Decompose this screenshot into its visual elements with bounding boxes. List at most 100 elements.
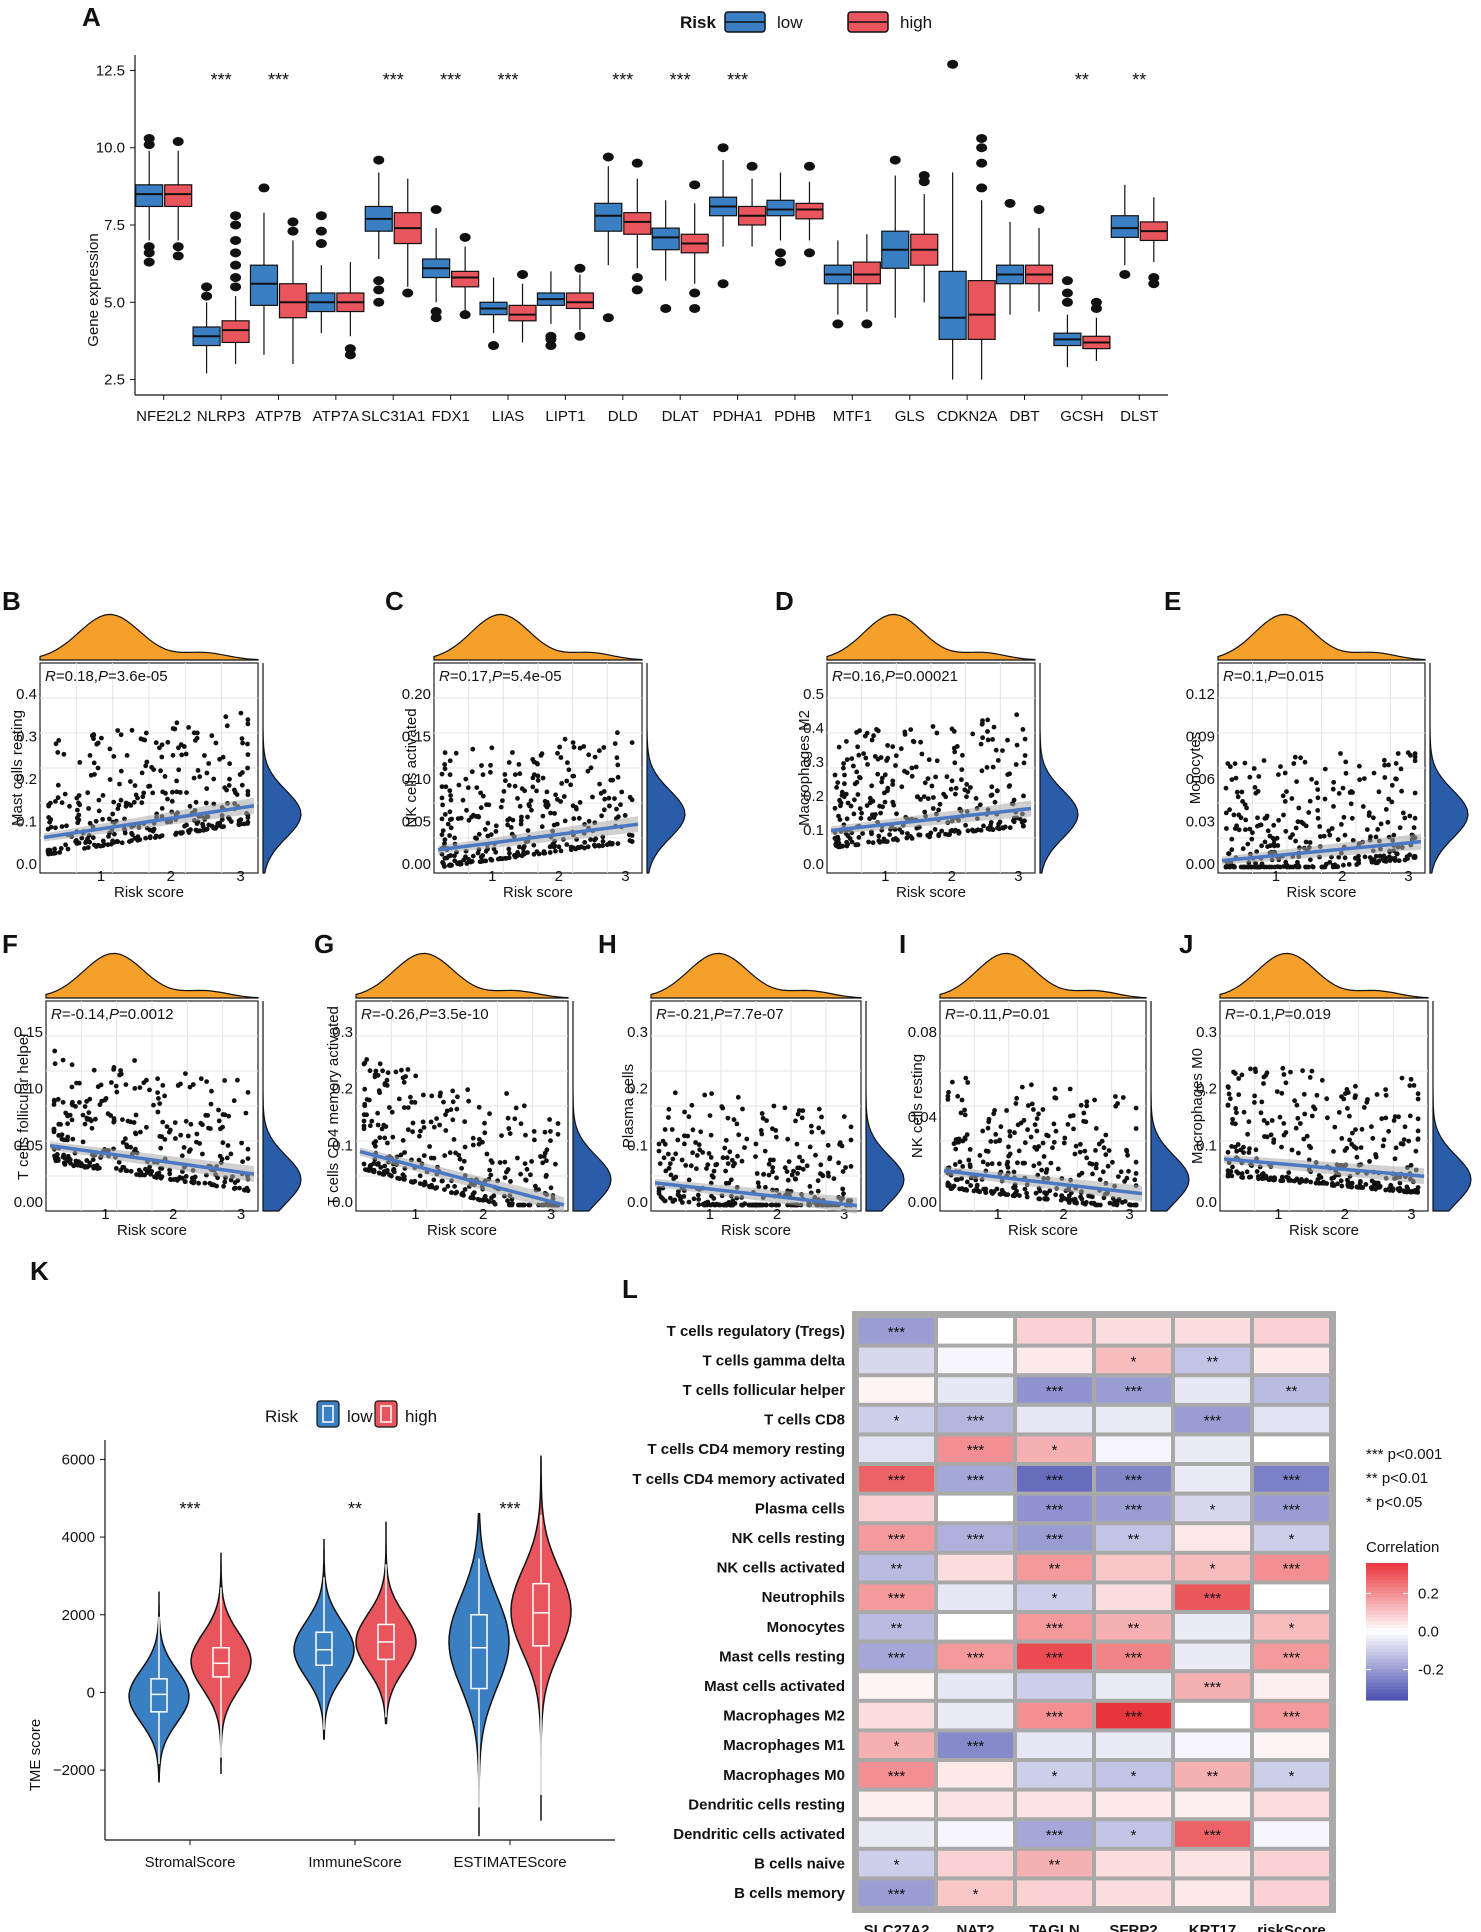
data-point <box>484 1197 489 1203</box>
heatmap-cell-stars: * <box>894 1413 900 1430</box>
data-point <box>925 776 931 781</box>
data-point <box>442 1187 447 1192</box>
r-symbol: R <box>832 668 843 685</box>
marginal-density-y <box>262 1001 302 1212</box>
data-point <box>381 1172 386 1177</box>
data-point <box>364 1057 370 1062</box>
data-point <box>705 1199 711 1205</box>
data-point <box>1079 1196 1085 1202</box>
data-point <box>1037 1188 1043 1194</box>
heatmap-cell <box>1254 1762 1329 1788</box>
outlier-point-high <box>287 217 299 227</box>
data-point <box>967 1162 973 1168</box>
data-point <box>784 1169 790 1174</box>
data-point <box>728 1177 734 1183</box>
data-point <box>771 1103 777 1109</box>
data-point <box>837 1142 842 1147</box>
data-point <box>98 1082 104 1088</box>
y-tick-label-k: 4000 <box>62 1529 95 1546</box>
heatmap-cell-stars: ** <box>891 1620 903 1637</box>
data-point <box>908 727 914 732</box>
data-point <box>1262 1134 1267 1139</box>
data-point <box>59 800 65 806</box>
data-point <box>512 1116 518 1122</box>
y-axis-label: T cells CD4 memory activated <box>325 1006 342 1206</box>
data-point <box>452 853 457 859</box>
data-point <box>61 751 67 757</box>
data-point <box>532 1137 537 1143</box>
data-point <box>400 1138 406 1143</box>
data-point <box>1229 777 1235 782</box>
heatmap-cell <box>1175 1525 1250 1551</box>
data-point <box>1327 832 1333 838</box>
data-point <box>953 785 959 791</box>
data-point <box>76 793 82 798</box>
data-point <box>123 803 129 809</box>
data-point <box>128 1168 134 1174</box>
data-point <box>219 1156 225 1162</box>
data-point <box>1301 821 1306 827</box>
regression-line <box>1221 839 1422 863</box>
heatmap-cell <box>938 1347 1013 1374</box>
data-point <box>466 817 472 823</box>
data-point <box>385 1070 391 1076</box>
data-point <box>1011 797 1017 803</box>
data-point <box>711 1196 717 1201</box>
significance-stars-a: *** <box>727 70 748 90</box>
data-point <box>960 1164 966 1169</box>
data-point <box>984 765 990 770</box>
heatmap-cell <box>1096 1466 1171 1492</box>
data-point <box>1294 1102 1300 1108</box>
heatmap-cell <box>1017 1762 1092 1788</box>
data-point <box>194 730 200 736</box>
data-point <box>374 1162 380 1167</box>
data-point <box>955 1136 961 1142</box>
data-point <box>852 781 858 787</box>
data-point <box>45 826 51 832</box>
violin-box-high <box>212 1647 230 1678</box>
data-point <box>463 776 469 782</box>
data-point <box>966 1157 972 1163</box>
data-point <box>1393 776 1398 782</box>
data-point <box>533 1183 538 1189</box>
data-point <box>890 837 896 842</box>
data-point <box>1241 1109 1247 1115</box>
colorbar-segment <box>1366 1597 1408 1602</box>
data-point <box>141 790 147 796</box>
boxes-a: *** *** *** *** *** *** *** *** ** ** <box>135 59 1168 380</box>
x-tick-label-a: DLAT <box>662 408 699 425</box>
data-point <box>220 754 226 760</box>
data-point <box>206 761 212 766</box>
data-point <box>1288 1178 1294 1183</box>
data-point <box>396 1096 402 1102</box>
y-tick-label: 0.00 <box>14 1194 43 1211</box>
data-point <box>127 779 133 784</box>
data-point <box>720 1155 726 1161</box>
data-point <box>871 815 877 820</box>
data-point <box>118 797 124 803</box>
colorbar-segment <box>1366 1586 1408 1591</box>
data-point <box>470 1135 476 1141</box>
x-tick-label-a: LIAS <box>492 408 525 425</box>
data-point <box>1133 1159 1139 1165</box>
data-point <box>1383 1115 1389 1121</box>
data-point <box>488 856 494 862</box>
data-point <box>615 762 621 768</box>
outlier-point-low <box>545 341 557 351</box>
data-point <box>447 833 452 838</box>
data-point <box>191 1175 197 1181</box>
data-point <box>65 1113 70 1119</box>
data-point <box>945 1097 951 1102</box>
data-point <box>819 1114 824 1120</box>
data-point <box>959 1097 965 1103</box>
data-point <box>245 717 251 723</box>
data-point <box>989 792 995 798</box>
data-point <box>981 823 986 829</box>
data-point <box>672 1197 678 1203</box>
data-point <box>672 1090 678 1096</box>
heatmap-cell <box>938 1554 1013 1581</box>
data-point <box>1004 1108 1009 1113</box>
heatmap-row-label: T cells CD4 memory activated <box>632 1471 845 1488</box>
correlation-annotation: R=0.16,P=0.00021 <box>832 668 958 685</box>
data-point <box>1081 1110 1087 1116</box>
